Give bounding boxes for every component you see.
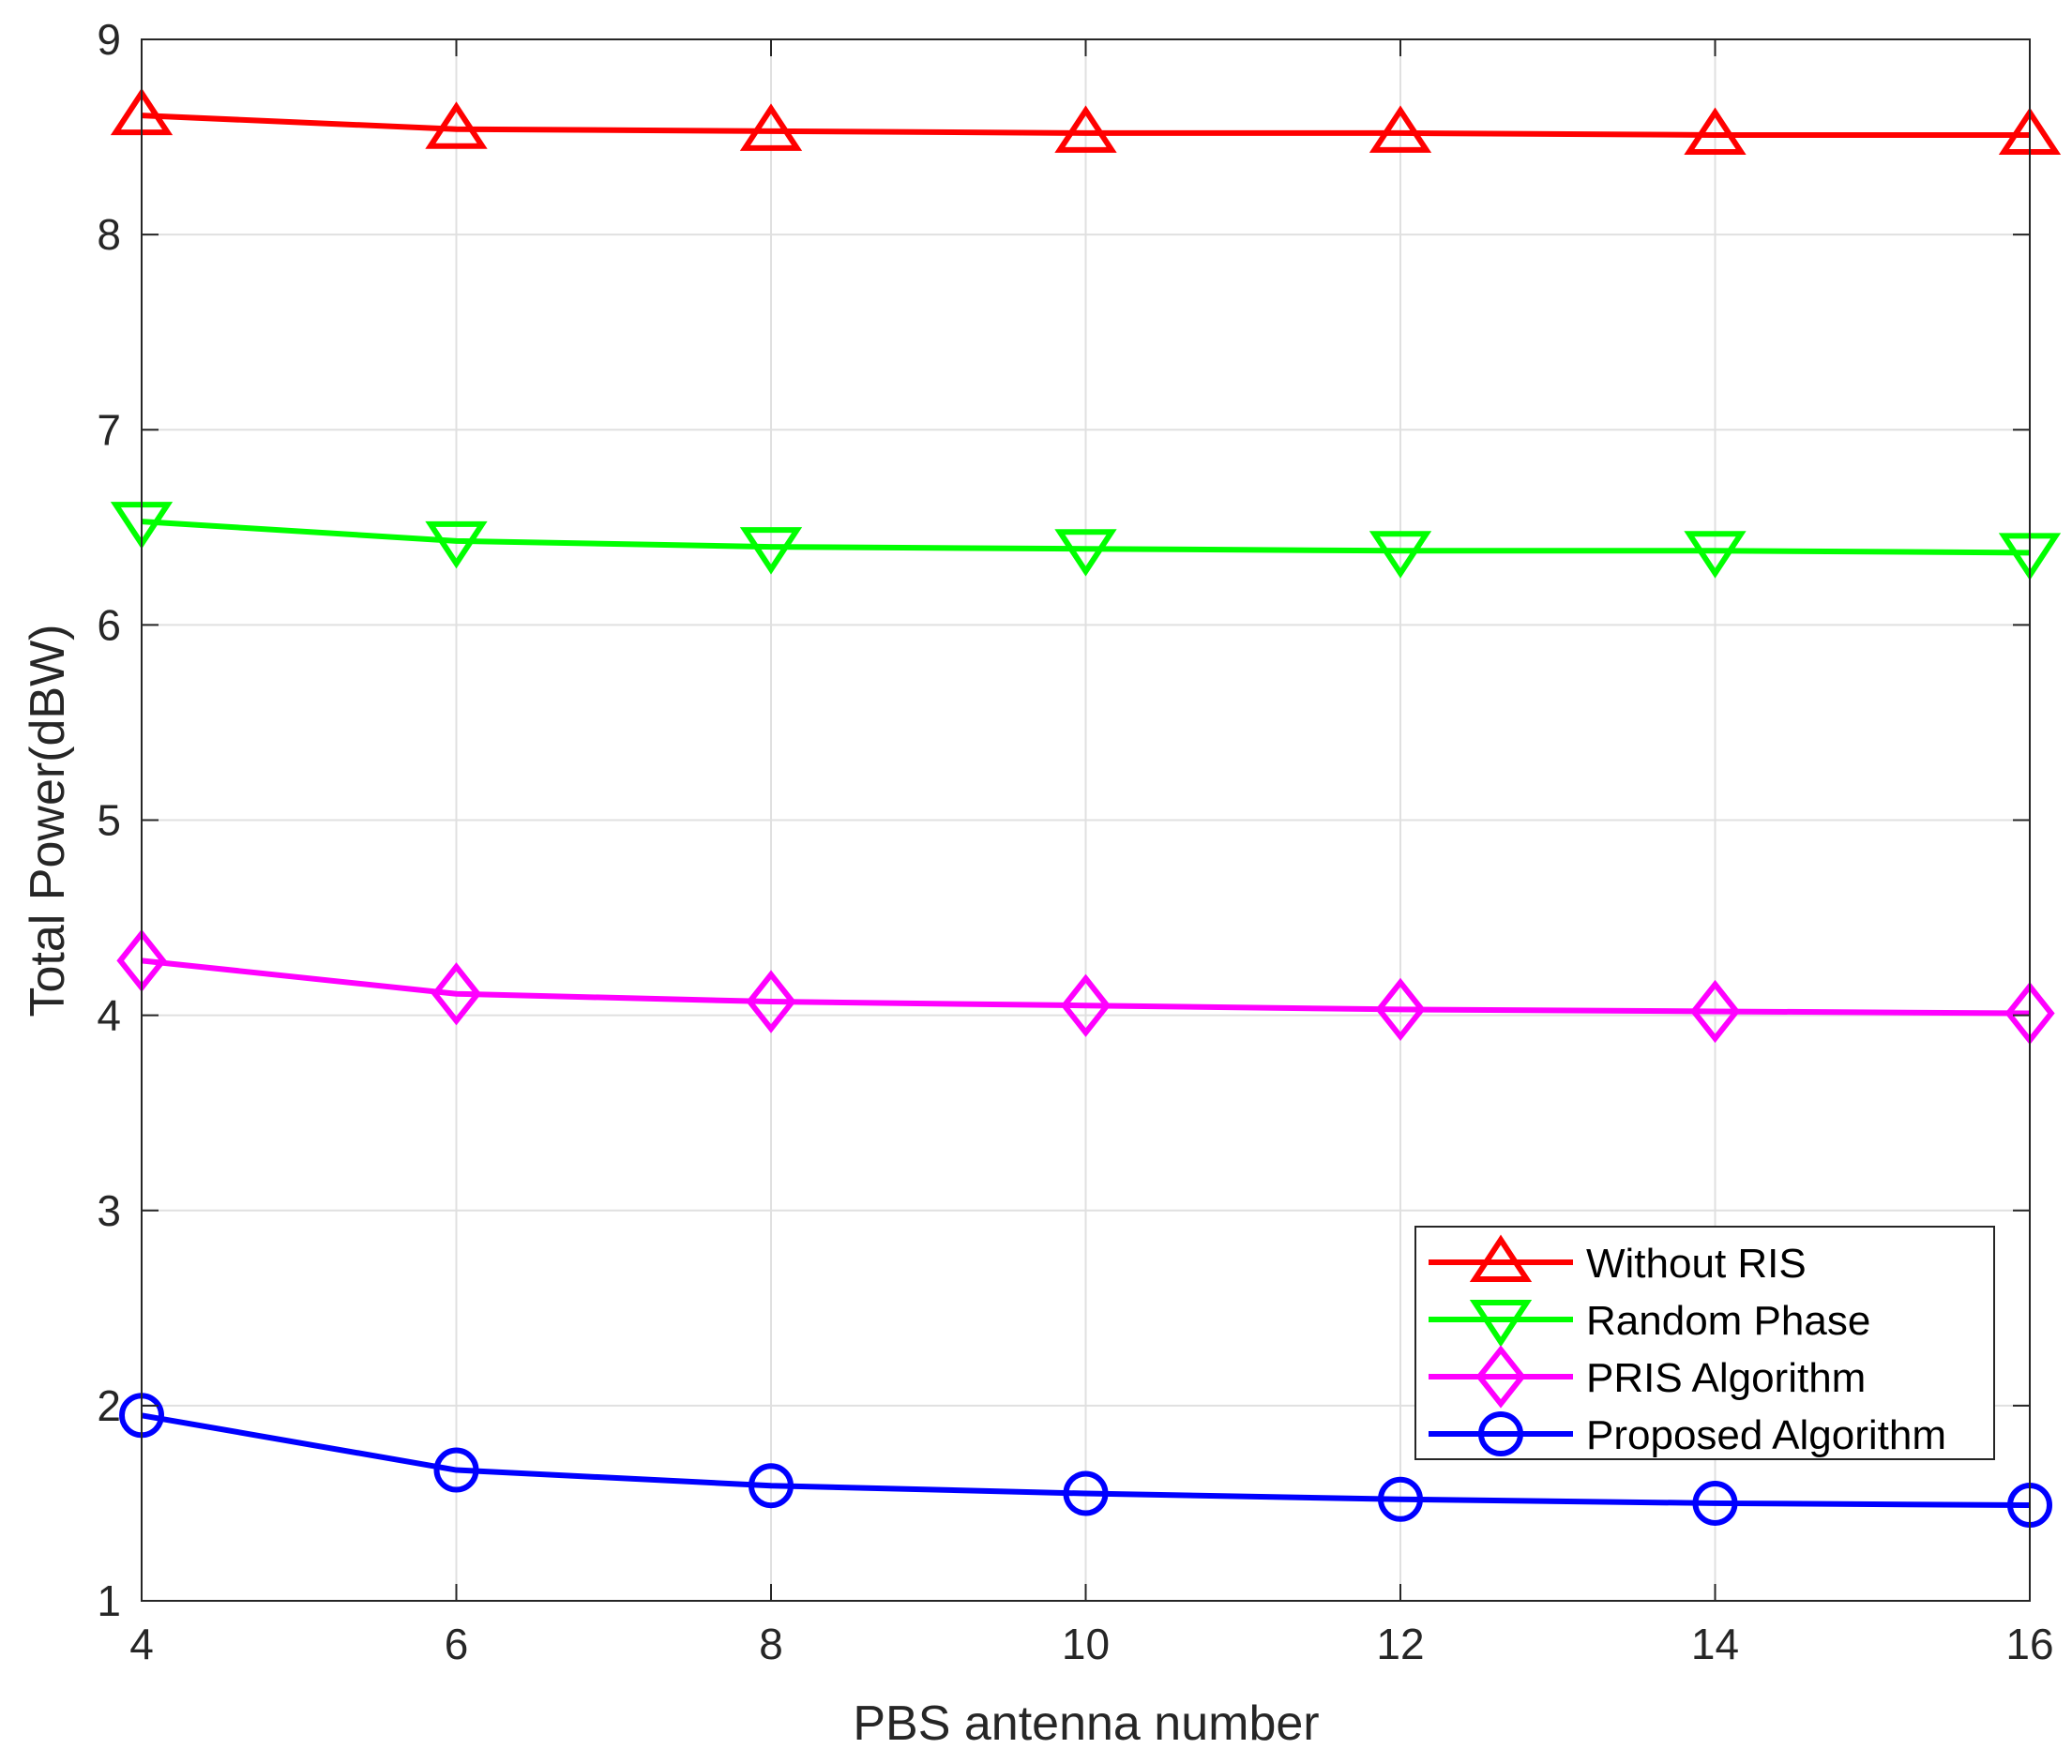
y-axis-label: Total Power(dBW) <box>21 625 75 1018</box>
series-layer <box>110 87 2062 1529</box>
y-tick-label: 7 <box>97 405 121 454</box>
x-tick-label: 12 <box>1376 1620 1424 1668</box>
y-tick-label: 4 <box>97 991 121 1040</box>
legend-item: Proposed Algorithm <box>1429 1411 1946 1458</box>
series-random-phase <box>110 502 2062 580</box>
x-tick-label: 14 <box>1691 1620 1739 1668</box>
y-tick-label: 6 <box>97 600 121 649</box>
y-tick-label: 9 <box>97 15 121 64</box>
data-point-triangle-down <box>1684 531 1747 579</box>
data-point-diamond <box>431 962 482 1026</box>
x-tick-label: 16 <box>2005 1620 2053 1668</box>
series-line <box>141 1412 2031 1509</box>
data-point-triangle-up <box>1054 105 1117 153</box>
legend-swatch-marker <box>1478 1411 1523 1456</box>
x-tick-label: 8 <box>759 1620 783 1668</box>
data-point-triangle-up <box>739 103 803 151</box>
data-point-triangle-down <box>739 527 803 575</box>
data-point-diamond <box>1375 977 1426 1042</box>
legend-label: PRIS Algorithm <box>1586 1355 1866 1401</box>
data-point-circle <box>433 1447 479 1493</box>
y-tick-label: 2 <box>97 1381 121 1430</box>
data-point-diamond <box>746 970 796 1033</box>
data-point-circle <box>1063 1470 1109 1516</box>
data-point-triangle-up <box>425 101 488 149</box>
data-point-circle <box>1692 1480 1738 1526</box>
data-point-circle <box>1378 1476 1423 1522</box>
legend-item: PRIS Algorithm <box>1429 1345 1866 1409</box>
data-point-diamond <box>1689 979 1741 1044</box>
series-without-ris <box>110 87 2062 155</box>
x-tick-label: 4 <box>129 1620 154 1668</box>
x-axis-label: PBS antenna number <box>853 1696 1319 1751</box>
legend-label: Proposed Algorithm <box>1586 1412 1946 1458</box>
data-point-triangle-up <box>1684 107 1747 155</box>
x-tick-label: 10 <box>1062 1620 1110 1668</box>
legend: Without RIS Random Phase PRIS Algorithm Pro… <box>1414 1226 1995 1460</box>
data-point-triangle-up <box>1369 105 1432 153</box>
series-line <box>141 113 2030 138</box>
data-point-triangle-down <box>1054 529 1117 577</box>
x-tick-label: 6 <box>445 1620 469 1668</box>
legend-swatch-marker <box>1475 1345 1526 1409</box>
data-point-triangle-down <box>425 520 488 569</box>
y-tick-label: 8 <box>97 210 121 259</box>
y-tick-label: 1 <box>97 1576 121 1625</box>
y-tick-label: 3 <box>97 1186 121 1235</box>
y-tick-label: 5 <box>97 796 121 845</box>
legend-swatch-marker <box>1469 1234 1533 1282</box>
series-line <box>141 957 2031 1017</box>
data-point-circle <box>749 1463 794 1509</box>
legend-label: Random Phase <box>1586 1298 1870 1344</box>
legend-item: Random Phase <box>1429 1298 1870 1348</box>
series-line <box>141 519 2031 556</box>
legend-label: Without RIS <box>1586 1241 1807 1287</box>
data-point-diamond <box>1060 973 1112 1037</box>
legend-item: Without RIS <box>1429 1234 1807 1287</box>
data-point-triangle-down <box>1369 531 1432 579</box>
legend-swatch-marker <box>1469 1300 1533 1348</box>
